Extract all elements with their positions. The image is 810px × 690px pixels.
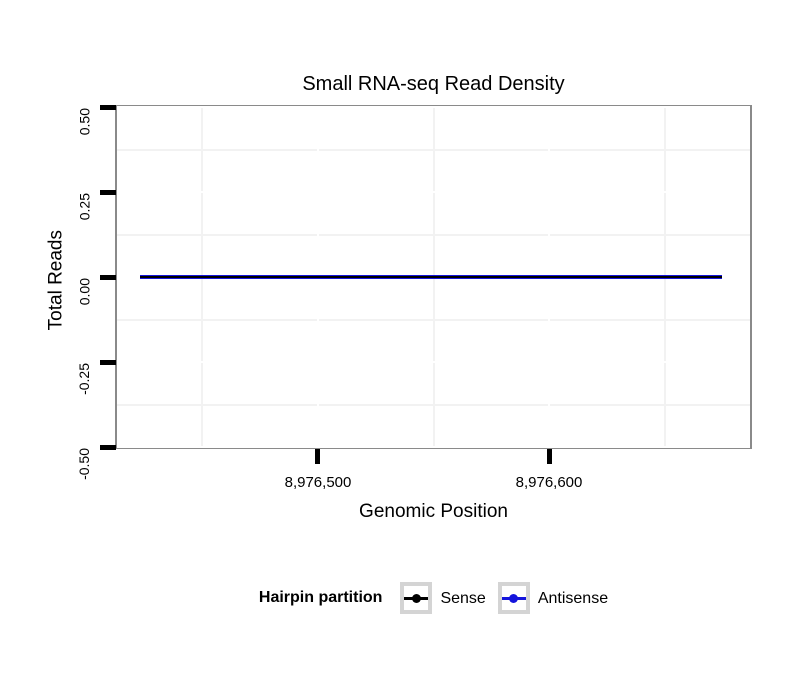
legend-label-antisense: Antisense (537, 589, 609, 607)
x-axis-tick-label: 8,976,600 (515, 474, 583, 491)
y-axis-tick (100, 274, 116, 280)
y-axis-tick (100, 104, 116, 110)
legend-item-sense: Sense (400, 582, 486, 614)
minor-gridline-y (117, 148, 750, 151)
legend-key-dot-icon (509, 593, 519, 603)
chart-title: Small RNA-seq Read Density (302, 73, 565, 95)
x-axis-tick (315, 449, 321, 464)
legend-key-dot-icon (411, 593, 421, 603)
legend-key-antisense (497, 582, 530, 614)
y-axis-tick-label: -0.25 (76, 363, 92, 395)
major-gridline-y (117, 361, 750, 363)
x-axis-tick (546, 449, 552, 464)
legend-item-antisense: Antisense (497, 582, 609, 614)
series-line-sense (140, 276, 723, 278)
y-axis-tick (100, 189, 116, 195)
y-axis-tick (100, 444, 116, 450)
major-gridline-y (117, 191, 750, 193)
plot-panel (115, 105, 752, 449)
y-axis-tick-label: 0.25 (76, 193, 92, 221)
legend-key-sense (400, 582, 433, 614)
legend-label-sense: Sense (440, 589, 486, 607)
x-axis-title: Genomic Position (359, 501, 508, 522)
x-axis-tick-label: 8,976,500 (284, 474, 352, 491)
y-axis-tick (100, 359, 116, 365)
y-axis-title: Total Reads (45, 230, 66, 331)
y-axis-tick-label: 0.00 (76, 278, 92, 306)
minor-gridline-y (117, 233, 750, 236)
major-gridline-y (117, 106, 750, 108)
y-axis-tick-label: 0.50 (76, 108, 92, 136)
legend-title: Hairpin partition (258, 589, 383, 606)
y-axis-tick-label: -0.50 (76, 448, 92, 480)
minor-gridline-y (117, 318, 750, 321)
minor-gridline-y (117, 403, 750, 406)
major-gridline-y (117, 446, 750, 448)
legend: Hairpin partition Sense Antisense (115, 582, 752, 614)
legend-entries: Sense Antisense (400, 582, 608, 614)
